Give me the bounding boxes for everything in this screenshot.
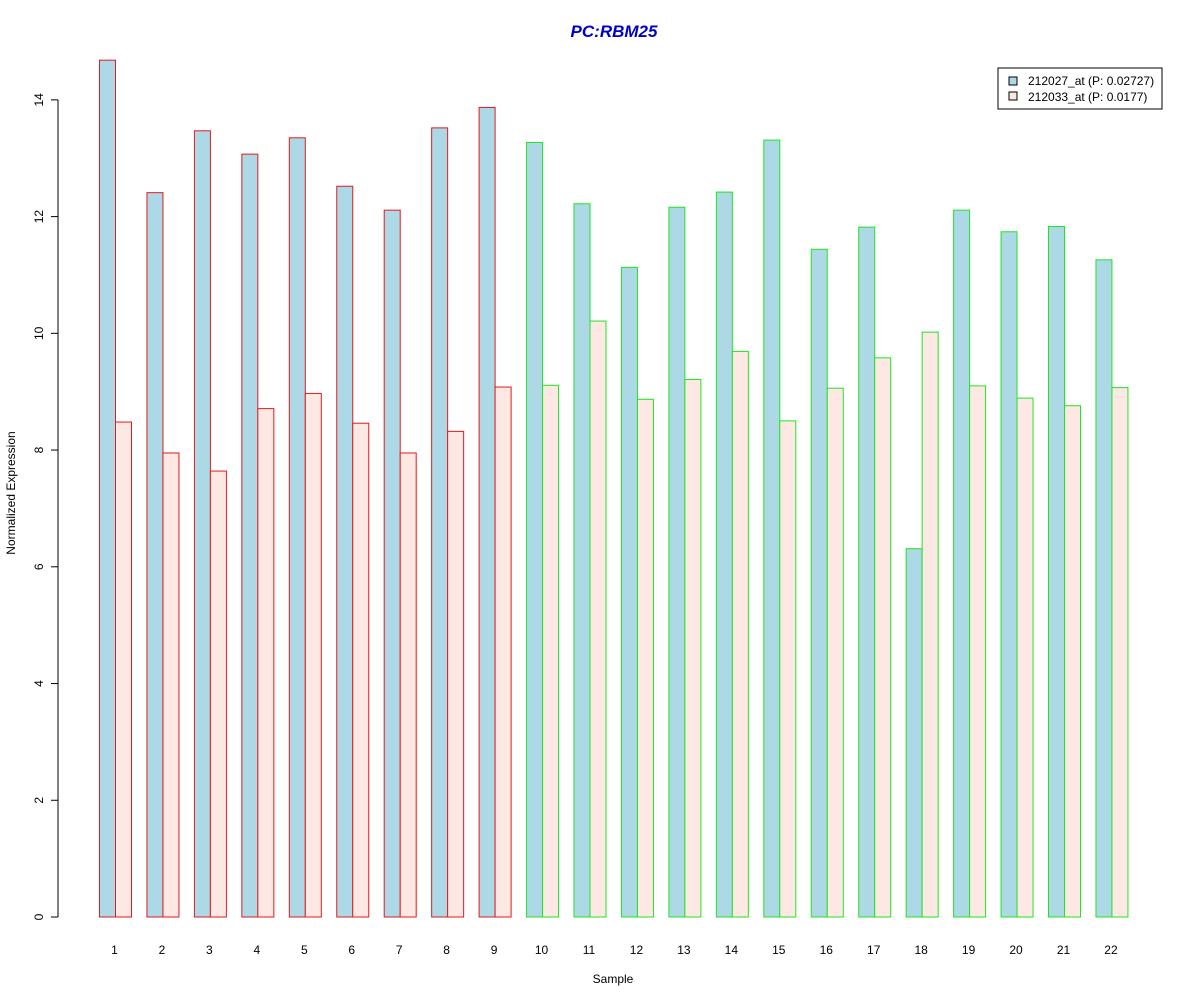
x-tick-label: 8 bbox=[443, 943, 450, 957]
x-tick-label: 14 bbox=[725, 943, 739, 957]
bars bbox=[99, 59, 1129, 918]
bar-sample-5-series-2 bbox=[304, 392, 322, 918]
x-tick-label: 19 bbox=[962, 943, 976, 957]
bar-sample-10-series-2 bbox=[542, 384, 560, 918]
bar-sample-15-series-2 bbox=[779, 420, 797, 918]
legend-swatch-212027 bbox=[1008, 76, 1018, 86]
bar-sample-12-series-1 bbox=[620, 266, 638, 918]
legend-label-212033: 212033_at (P: 0.0177) bbox=[1028, 90, 1147, 104]
x-axis-label: Sample bbox=[593, 972, 634, 986]
bar-sample-12-series-2 bbox=[636, 398, 654, 918]
bar-sample-3-series-1 bbox=[193, 130, 211, 918]
x-tick-label: 17 bbox=[867, 943, 881, 957]
bar-sample-1-series-2 bbox=[115, 421, 132, 918]
x-tick-label: 15 bbox=[772, 943, 786, 957]
bar-sample-21-series-1 bbox=[1048, 226, 1065, 918]
bar-sample-17-series-2 bbox=[874, 357, 892, 918]
bar-sample-20-series-2 bbox=[1016, 397, 1034, 918]
x-tick-label: 18 bbox=[914, 943, 928, 957]
bar-sample-18-series-1 bbox=[905, 548, 923, 918]
bar-sample-7-series-2 bbox=[399, 452, 417, 918]
y-tick-label: 4 bbox=[32, 680, 46, 687]
x-tick-label: 1 bbox=[111, 943, 118, 957]
x-tick-label: 7 bbox=[396, 943, 403, 957]
x-tick-label: 5 bbox=[301, 943, 308, 957]
x-tick-label: 3 bbox=[206, 943, 213, 957]
bar-sample-9-series-2 bbox=[494, 386, 512, 918]
x-tick-label: 4 bbox=[254, 943, 261, 957]
bar-sample-5-series-1 bbox=[288, 137, 306, 918]
y-tick-label: 10 bbox=[32, 326, 46, 340]
y-tick-label: 6 bbox=[32, 563, 46, 570]
bar-sample-6-series-1 bbox=[336, 185, 354, 918]
legend-swatch-212033 bbox=[1008, 91, 1018, 101]
legend-box bbox=[997, 67, 1163, 110]
bar-sample-19-series-1 bbox=[953, 209, 971, 918]
bar-sample-7-series-1 bbox=[383, 209, 401, 918]
x-tick-label: 16 bbox=[820, 943, 834, 957]
bar-sample-4-series-2 bbox=[257, 408, 275, 918]
bar-sample-6-series-2 bbox=[352, 422, 370, 918]
bar-sample-14-series-2 bbox=[731, 350, 749, 918]
bar-sample-20-series-1 bbox=[1000, 231, 1018, 918]
bar-sample-9-series-1 bbox=[478, 106, 496, 918]
bar-sample-8-series-1 bbox=[431, 127, 449, 918]
x-tick-label: 2 bbox=[159, 943, 166, 957]
bar-sample-8-series-2 bbox=[447, 430, 465, 918]
bar-sample-22-series-1 bbox=[1095, 259, 1113, 918]
bar-sample-11-series-2 bbox=[589, 320, 607, 918]
bar-sample-16-series-1 bbox=[810, 248, 828, 918]
y-tick-label: 0 bbox=[32, 913, 46, 920]
bar-sample-17-series-1 bbox=[858, 226, 876, 918]
chart-title: PC:RBM25 bbox=[571, 22, 658, 41]
y-tick-label: 12 bbox=[32, 210, 46, 224]
x-tick-label: 21 bbox=[1057, 943, 1071, 957]
bar-sample-21-series-2 bbox=[1064, 405, 1081, 918]
legend: 212027_at (P: 0.02727) 212033_at (P: 0.0… bbox=[997, 67, 1163, 110]
bar-sample-3-series-2 bbox=[209, 470, 227, 918]
bar-sample-19-series-2 bbox=[969, 385, 987, 918]
x-tick-labels: 1 2 3 4 5 6 7 8 9 10 11 12 13 14 15 16 17 18 19 20 21 22 bbox=[111, 943, 1118, 957]
bar-sample-11-series-1 bbox=[573, 203, 591, 918]
bar-sample-18-series-2 bbox=[921, 331, 939, 918]
x-tick-label: 9 bbox=[491, 943, 498, 957]
y-axis: 0 2 4 6 8 10 12 14 bbox=[32, 93, 59, 920]
y-tick-label: 8 bbox=[32, 446, 46, 453]
bar-sample-1-series-1 bbox=[99, 59, 116, 918]
bar-sample-4-series-1 bbox=[241, 153, 259, 918]
legend-label-212027: 212027_at (P: 0.02727) bbox=[1028, 74, 1154, 88]
bar-sample-13-series-2 bbox=[684, 378, 702, 918]
x-tick-label: 10 bbox=[535, 943, 549, 957]
y-tick-label: 14 bbox=[32, 93, 46, 107]
bar-sample-2-series-2 bbox=[162, 452, 180, 918]
bar-sample-22-series-2 bbox=[1111, 387, 1129, 918]
bar-sample-10-series-1 bbox=[526, 141, 544, 918]
x-tick-label: 6 bbox=[348, 943, 355, 957]
x-tick-label: 22 bbox=[1104, 943, 1118, 957]
bar-sample-2-series-1 bbox=[146, 192, 164, 918]
bar-sample-14-series-1 bbox=[715, 191, 733, 918]
y-axis-label: Normalized Expression bbox=[4, 431, 18, 554]
x-tick-label: 20 bbox=[1009, 943, 1023, 957]
x-tick-label: 13 bbox=[677, 943, 691, 957]
bar-sample-15-series-1 bbox=[763, 139, 781, 918]
x-tick-label: 12 bbox=[630, 943, 644, 957]
x-tick-label: 11 bbox=[583, 943, 596, 957]
bar-sample-16-series-2 bbox=[826, 387, 844, 918]
y-tick-label: 2 bbox=[32, 797, 46, 804]
bar-sample-13-series-1 bbox=[668, 206, 686, 918]
